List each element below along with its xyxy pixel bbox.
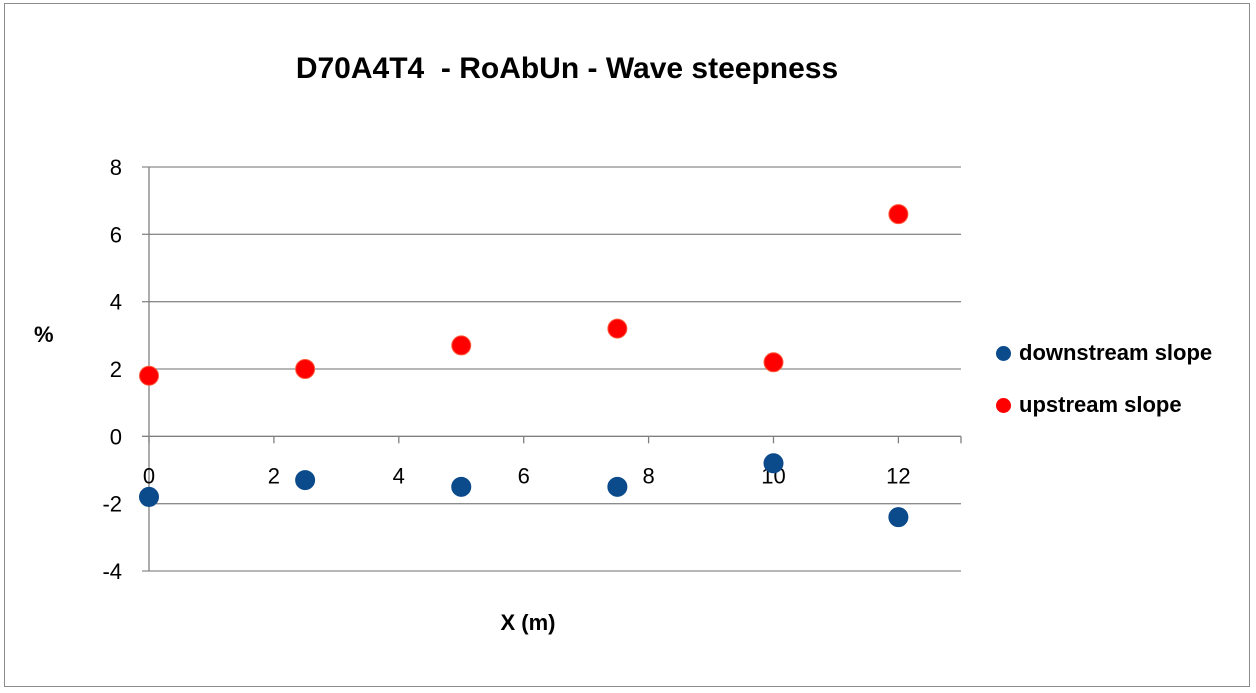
x-axis-label: X (m): [500, 610, 556, 635]
y-tick-label: -2: [102, 492, 122, 517]
data-point-downstream: [295, 470, 316, 491]
legend-label-downstream: downstream slope: [1019, 340, 1213, 365]
data-point-downstream: [139, 486, 159, 507]
legend-item-downstream: downstream slope: [996, 340, 1212, 366]
x-tick-label: 12: [886, 463, 910, 488]
data-point-downstream: [763, 453, 784, 474]
data-point-upstream: [607, 318, 628, 339]
legend: downstream slope upstream slope: [996, 340, 1212, 444]
x-tick-label: 0: [143, 463, 155, 488]
chart-area: [4, 3, 1250, 687]
data-point-downstream: [607, 476, 628, 497]
y-tick-label: 6: [110, 222, 122, 247]
data-point-upstream: [139, 365, 159, 386]
y-tick-label: 2: [110, 357, 122, 382]
y-tick-label: 4: [110, 290, 122, 315]
x-tick-label: 6: [518, 463, 530, 488]
legend-label-upstream: upstream slope: [1019, 392, 1182, 417]
y-tick-label: 0: [110, 424, 122, 449]
y-axis-label: %: [34, 322, 54, 347]
y-tick-label: 8: [110, 155, 122, 180]
x-tick-label: 8: [642, 463, 654, 488]
x-tick-label: 4: [393, 463, 405, 488]
data-point-upstream: [451, 335, 472, 356]
data-point-upstream: [763, 352, 784, 373]
data-point-upstream: [295, 359, 316, 379]
data-point-upstream: [888, 204, 909, 225]
legend-item-upstream: upstream slope: [996, 392, 1212, 418]
legend-marker-downstream: [996, 345, 1011, 361]
chart-title: D70A4T4 - RoAbUn - Wave steepness: [295, 52, 839, 85]
data-point-downstream: [888, 507, 909, 528]
data-point-downstream: [451, 476, 472, 497]
legend-marker-upstream: [996, 397, 1011, 413]
x-tick-label: 2: [268, 463, 280, 488]
y-tick-label: -4: [102, 559, 122, 584]
